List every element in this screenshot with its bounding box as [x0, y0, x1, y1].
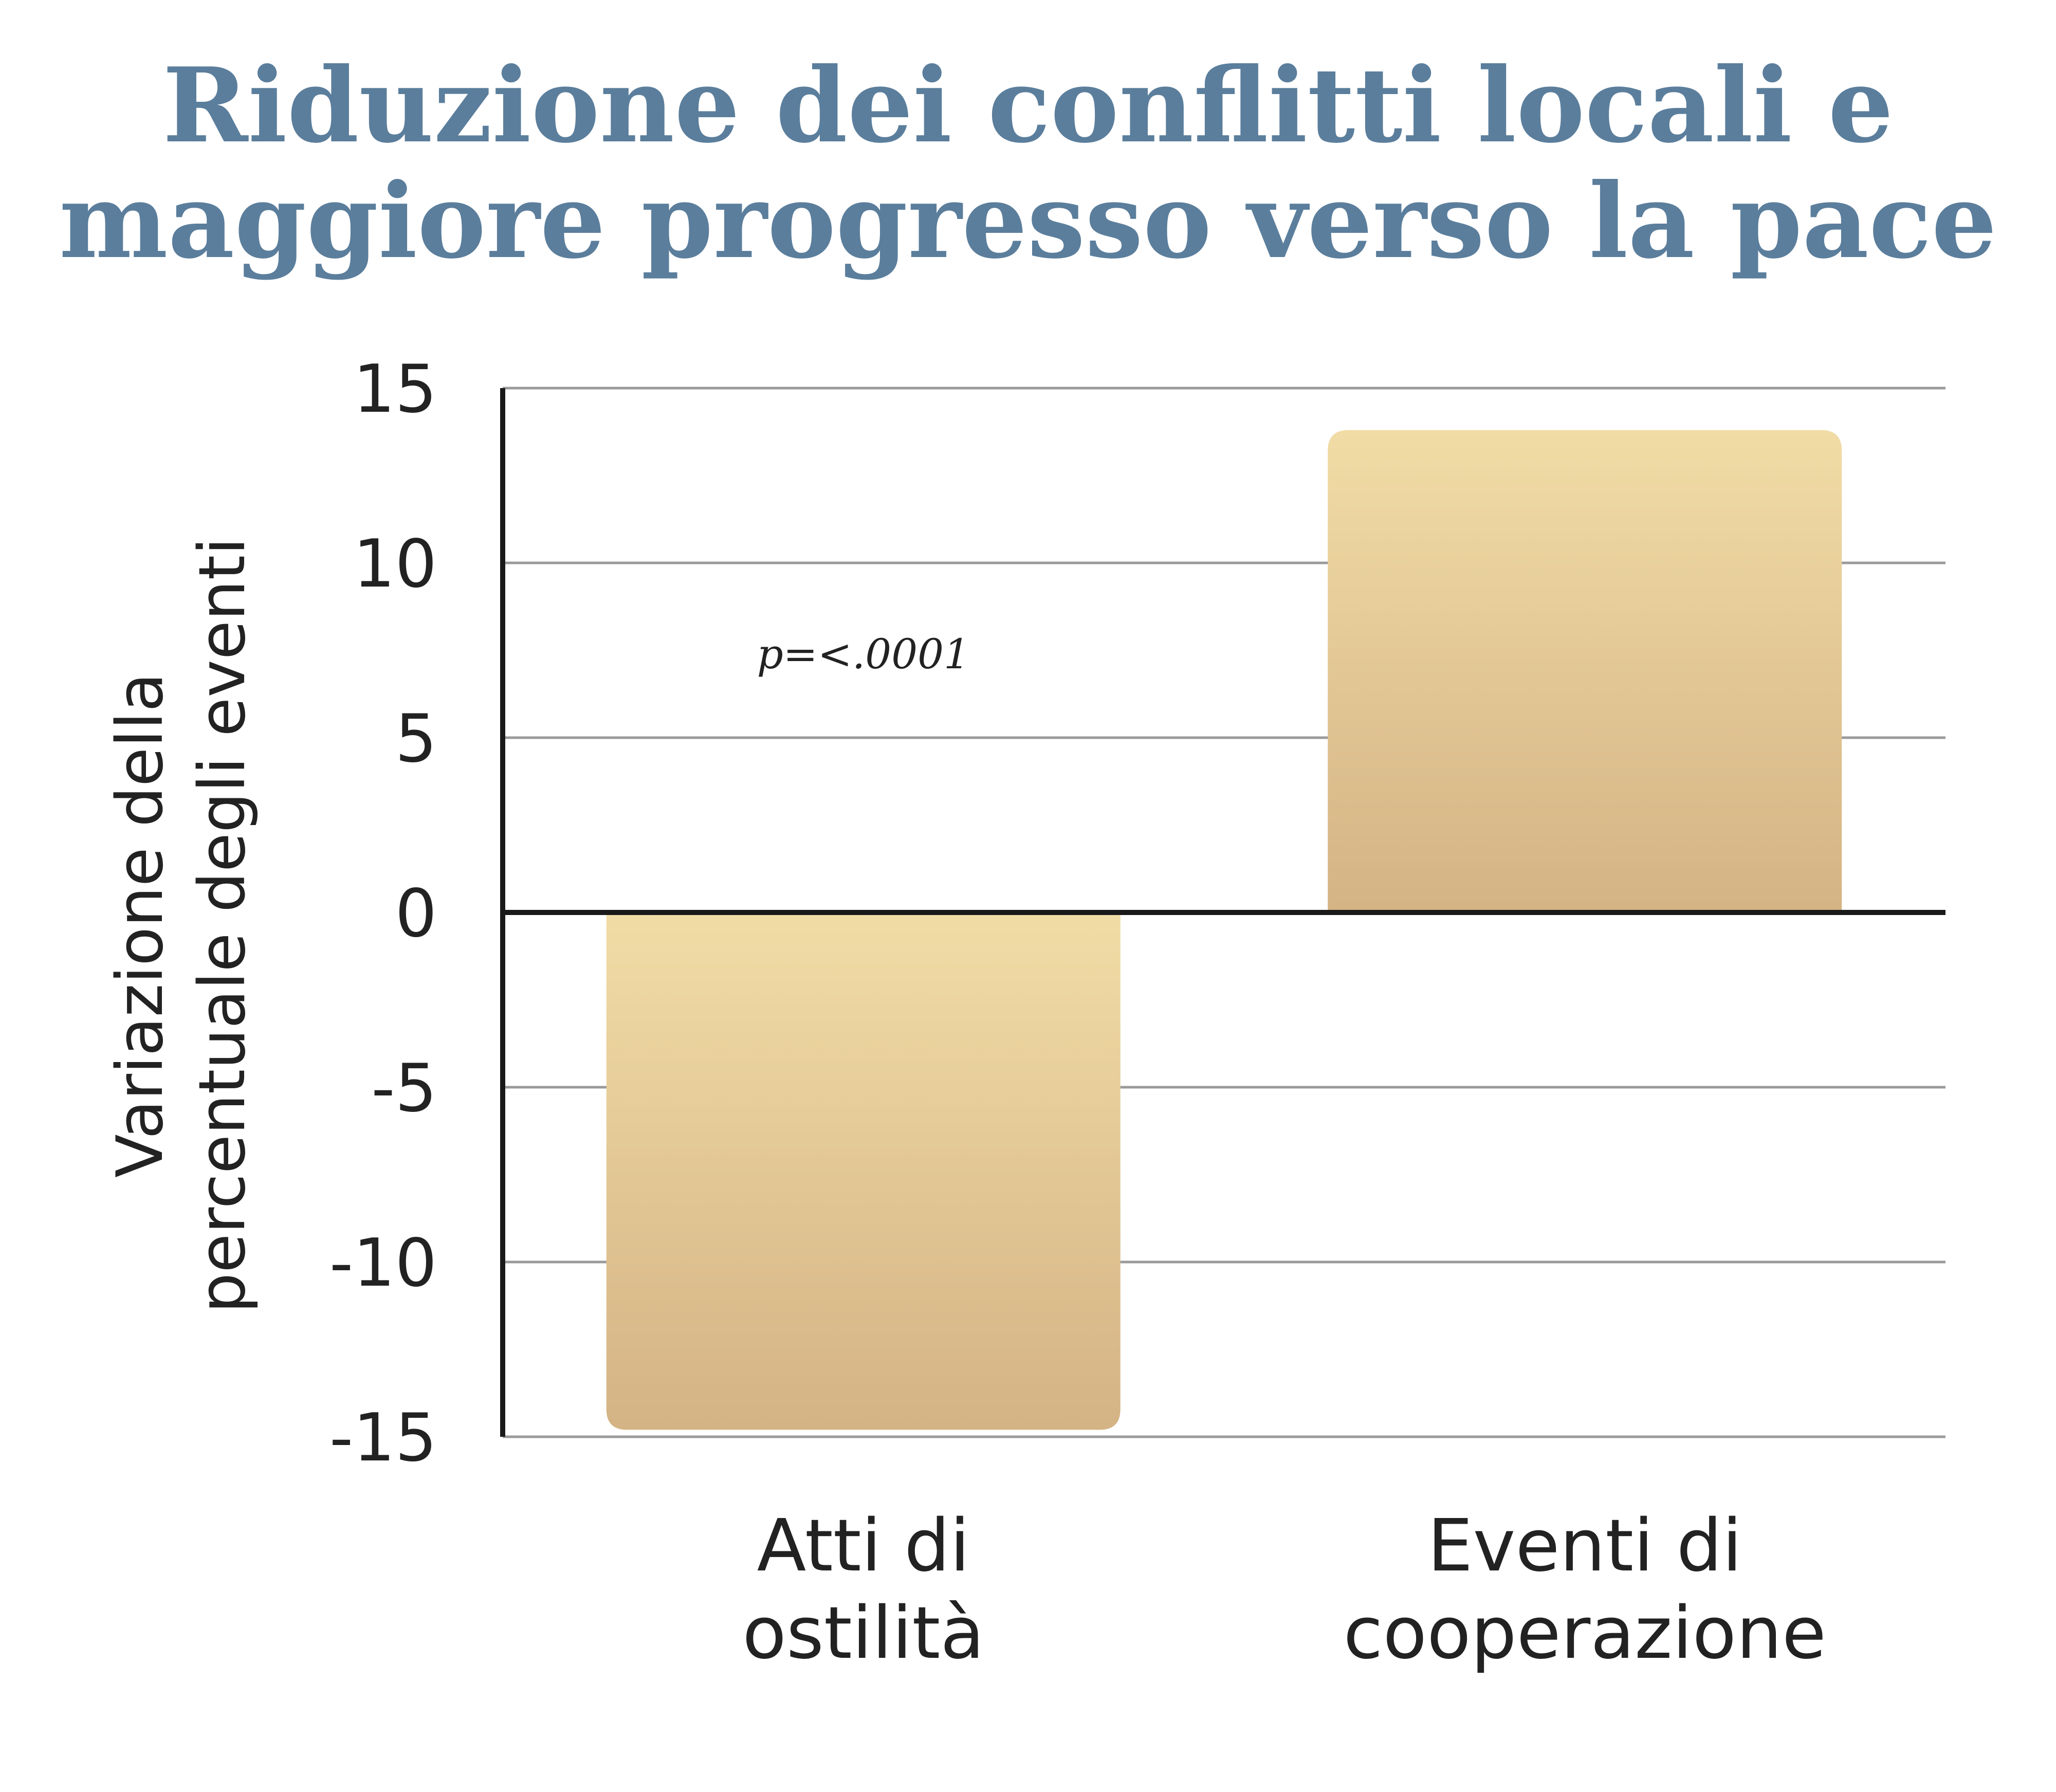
y-tick-label: 10 — [353, 526, 437, 602]
x-tick-label: cooperazione — [1343, 1592, 1826, 1675]
bar — [1328, 430, 1842, 912]
significance-annotation: p=<.0001 — [757, 630, 970, 678]
annotations: p=<.0001 — [757, 630, 970, 678]
y-axis-label-line-2: percentuale degli eventi — [186, 537, 260, 1313]
y-tick-label: -10 — [329, 1225, 437, 1302]
axes — [500, 388, 1945, 1437]
y-tick-label: 0 — [395, 875, 437, 952]
chart-title-line-2: maggiore progresso verso la pace — [59, 161, 1997, 282]
y-tick-label: 15 — [353, 351, 437, 428]
y-tick-label: -15 — [329, 1400, 437, 1476]
bars — [606, 430, 1842, 1430]
y-tick-label: 5 — [395, 701, 437, 777]
x-tick-label: Atti di — [757, 1504, 970, 1588]
chart-title-line-1: Riduzione dei conflitti locali e — [162, 45, 1893, 166]
x-tick-label: ostilità — [742, 1592, 984, 1675]
y-tick-labels: 15 10 5 0 -5 -10 -15 — [329, 351, 437, 1476]
x-tick-label: Eventi di — [1427, 1504, 1742, 1588]
y-axis-label-line-1: Variazione della — [103, 673, 177, 1178]
y-tick-label: -5 — [371, 1050, 437, 1127]
bar — [606, 912, 1121, 1430]
